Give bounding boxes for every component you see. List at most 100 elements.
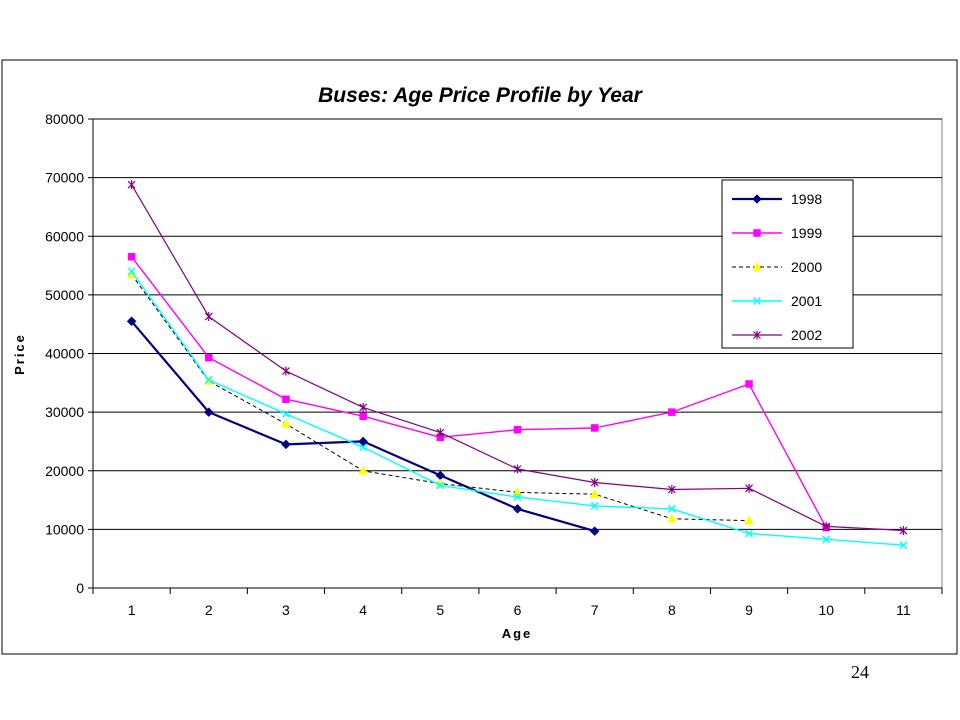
marker-stroke <box>822 535 831 544</box>
data-point-2002 <box>513 464 522 474</box>
x-tick-label: 11 <box>896 602 911 618</box>
data-point-2001 <box>127 267 136 276</box>
marker-shape <box>203 407 214 417</box>
x-tick-label: 10 <box>818 602 834 618</box>
marker-shape <box>282 395 290 403</box>
legend-item-2000: 2000 <box>732 259 822 275</box>
axes: 0 10000 20000 30000 40000 50000 60000 70000 8000… <box>45 111 943 618</box>
data-point-2002 <box>282 366 290 376</box>
y-axis-label: Price <box>12 333 27 375</box>
marker-shape <box>513 425 522 434</box>
marker-stroke <box>753 297 761 305</box>
data-point-2002 <box>436 428 445 438</box>
data-point-1999 <box>745 380 753 388</box>
legend-item-1999: 1999 <box>732 225 822 241</box>
y-tick-label: 70000 <box>45 170 84 186</box>
data-point-2000 <box>666 513 677 523</box>
series-2002 <box>127 180 908 536</box>
x-tick-label: 4 <box>359 602 367 618</box>
marker-shape <box>589 526 600 536</box>
data-point-2000 <box>744 515 754 525</box>
x-tick-label: 5 <box>436 602 444 618</box>
marker-stroke <box>127 267 136 276</box>
data-point-1999 <box>513 425 522 434</box>
y-tick-label: 30000 <box>45 404 84 420</box>
data-point-1999 <box>127 253 136 261</box>
marker-shape <box>126 316 137 327</box>
data-point-2000 <box>358 465 369 475</box>
marker-stroke <box>436 481 445 490</box>
marker-shape <box>752 194 762 204</box>
x-tick-label: 3 <box>282 602 290 618</box>
series-group <box>126 180 908 550</box>
x-tick-label: 9 <box>745 602 753 618</box>
data-point-2002 <box>899 526 908 536</box>
marker-shape <box>753 229 761 237</box>
legend-marker <box>752 261 762 271</box>
data-point-2001 <box>359 443 368 452</box>
x-tick-label: 6 <box>514 602 522 618</box>
data-point-2001 <box>513 493 522 502</box>
series-1998 <box>126 316 600 536</box>
marker-stroke <box>281 409 290 418</box>
marker-shape <box>744 515 754 525</box>
legend-label: 1999 <box>791 225 822 241</box>
y-tick-label: 50000 <box>45 287 84 303</box>
marker-shape <box>590 424 599 432</box>
data-point-1998 <box>126 316 137 327</box>
series-line-1999 <box>131 256 827 528</box>
marker-shape <box>205 353 213 362</box>
legend-label: 2000 <box>791 259 822 275</box>
data-point-2001 <box>436 481 445 490</box>
marker-stroke <box>590 501 599 510</box>
data-point-2002 <box>745 483 753 493</box>
data-point-1998 <box>512 504 523 514</box>
legend-item-2001: 2001 <box>732 293 822 309</box>
x-axis-label: Age <box>502 626 533 641</box>
legend-marker <box>753 229 761 237</box>
y-tick-label: 20000 <box>45 463 84 479</box>
y-tick-label: 10000 <box>45 521 84 537</box>
legend-marker <box>753 330 761 340</box>
chart: Buses: Age Price Profile by Year 0 10000 2… <box>1 59 958 655</box>
marker-shape <box>281 439 291 450</box>
marker-shape <box>359 412 367 420</box>
legend-item-1998: 1998 <box>732 191 822 207</box>
data-point-1998 <box>203 407 214 417</box>
x-tick-label: 7 <box>591 602 599 618</box>
data-point-2002 <box>127 180 136 190</box>
data-point-2001 <box>281 409 290 418</box>
data-point-2001 <box>899 541 908 550</box>
data-point-1998 <box>358 436 368 447</box>
legend-label: 2001 <box>791 293 822 309</box>
marker-stroke <box>513 493 522 502</box>
y-tick-label: 80000 <box>45 111 84 127</box>
y-tick-label: 40000 <box>45 346 84 362</box>
data-point-1999 <box>282 395 290 403</box>
legend-label: 1998 <box>791 191 822 207</box>
marker-shape <box>666 513 677 523</box>
y-tick-label: 60000 <box>45 228 84 244</box>
marker-stroke <box>745 529 754 538</box>
x-tick-label: 1 <box>128 602 136 618</box>
data-point-1999 <box>668 408 676 416</box>
data-point-2002 <box>822 521 831 531</box>
marker-shape <box>745 380 753 388</box>
marker-stroke <box>359 443 368 452</box>
x-tick-label: 2 <box>205 602 213 618</box>
data-point-1999 <box>205 353 213 362</box>
series-2001 <box>127 267 908 550</box>
legend-marker <box>752 194 762 204</box>
data-point-2001 <box>745 529 754 538</box>
legend-box <box>721 179 854 349</box>
marker-shape <box>127 253 136 261</box>
data-point-2001 <box>667 504 676 513</box>
marker-shape <box>589 489 600 498</box>
marker-stroke <box>204 375 213 384</box>
legend-marker <box>753 297 761 305</box>
data-point-2002 <box>204 312 213 322</box>
data-point-2002 <box>667 485 676 495</box>
data-point-2001 <box>204 375 213 384</box>
marker-shape <box>752 261 762 271</box>
marker-stroke <box>667 504 676 513</box>
